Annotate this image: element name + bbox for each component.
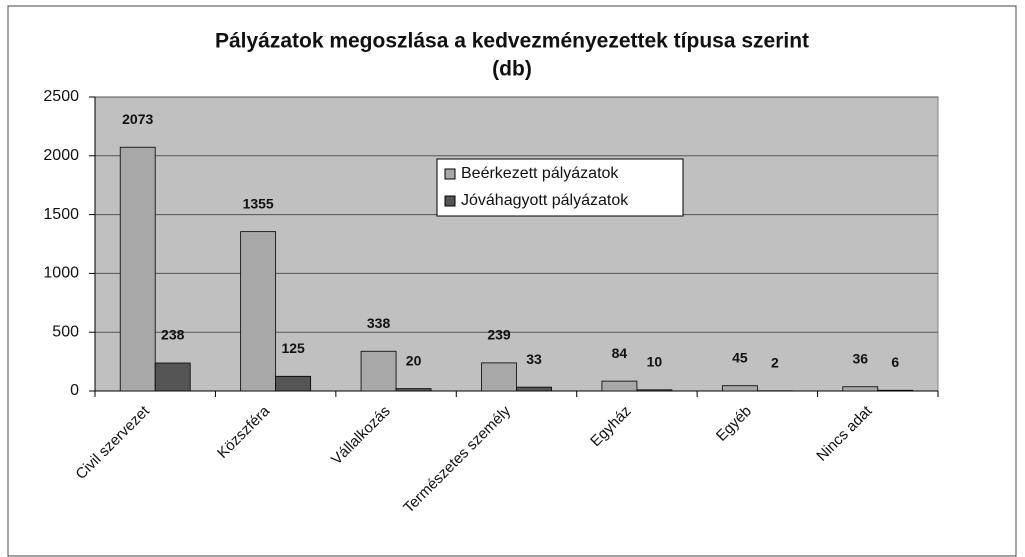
bar [516,386,552,392]
legend-box [436,158,684,217]
data-label: 1355 [243,195,274,211]
bar [154,362,191,392]
plot-area [94,96,939,392]
data-label: 238 [161,327,185,343]
data-label: 33 [526,351,542,367]
y-tick-label: 1500 [43,206,79,223]
data-label: 84 [612,345,628,361]
data-label: 45 [732,349,748,365]
legend-swatch [444,195,456,207]
y-tick-label: 2000 [43,147,79,164]
bar [481,362,517,392]
chart-subtitle: (db) [492,58,532,81]
data-label: 125 [281,340,305,356]
data-label: 10 [647,354,663,370]
bar [240,231,277,392]
bar [275,375,312,392]
y-tick-label: 1000 [43,265,79,282]
data-label: 338 [367,315,391,331]
y-tick-label: 0 [70,382,79,399]
y-tick-label: 2500 [43,88,79,105]
bar [360,350,397,392]
legend-swatch [444,168,456,180]
bar [721,385,758,392]
bar [636,389,673,392]
legend-label: Beérkezett pályázatok [461,165,619,182]
data-label: 36 [852,350,868,366]
bar [842,386,879,392]
chart-title: Pályázatok megoszlása a kedvezményezette… [215,30,809,53]
data-label: 239 [487,327,511,343]
y-tick-label: 500 [52,323,79,340]
bar [601,380,638,392]
bar [119,146,156,392]
legend-label: Jóváhagyott pályázatok [461,192,629,209]
bar [877,389,914,392]
data-label: 2073 [122,111,153,127]
bar [395,388,432,392]
data-label: 2 [771,354,779,370]
data-label: 20 [406,352,422,368]
data-label: 6 [891,354,899,370]
